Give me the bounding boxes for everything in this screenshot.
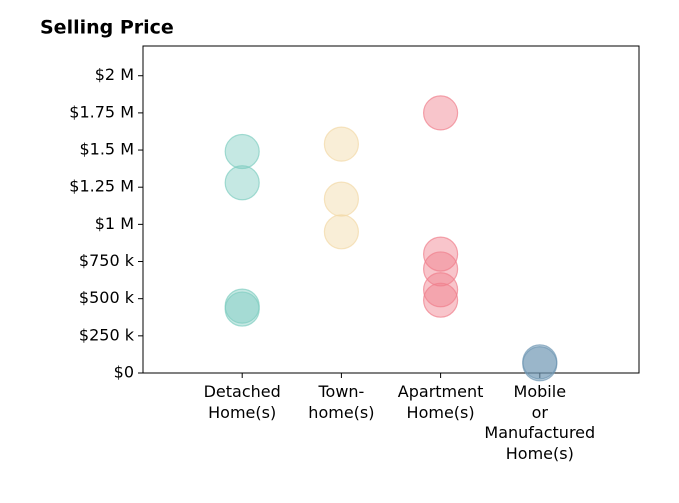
plot-frame	[142, 45, 640, 374]
point	[423, 95, 459, 131]
point	[323, 214, 359, 250]
y-tick-label: $1.5 M	[79, 140, 134, 159]
y-tick-label: $1.75 M	[69, 102, 134, 121]
point	[423, 272, 459, 308]
y-tick-label: $0	[114, 363, 134, 382]
x-tick-label: Detached Home(s)	[203, 382, 281, 422]
y-tick-label: $750 k	[79, 251, 135, 270]
point	[224, 133, 260, 170]
point	[423, 282, 459, 318]
y-tick-label: $1.25 M	[69, 177, 134, 196]
chart-title: Selling Price	[40, 17, 174, 39]
x-tick-label: Mobile or Manufactured Home(s)	[484, 382, 596, 463]
point	[423, 251, 459, 287]
y-tick-label: $2 M	[95, 65, 134, 84]
point	[522, 346, 558, 382]
x-tick-label: Apartment Home(s)	[397, 382, 484, 422]
point	[224, 291, 260, 327]
y-tick-label: $250 k	[79, 325, 135, 344]
point	[423, 236, 459, 272]
point	[323, 181, 359, 217]
point	[323, 126, 359, 162]
y-tick-label: $1 M	[95, 214, 134, 233]
point	[224, 165, 260, 201]
y-tick-label: $500 k	[79, 288, 135, 307]
x-tick-label: Town- home(s)	[308, 382, 375, 422]
